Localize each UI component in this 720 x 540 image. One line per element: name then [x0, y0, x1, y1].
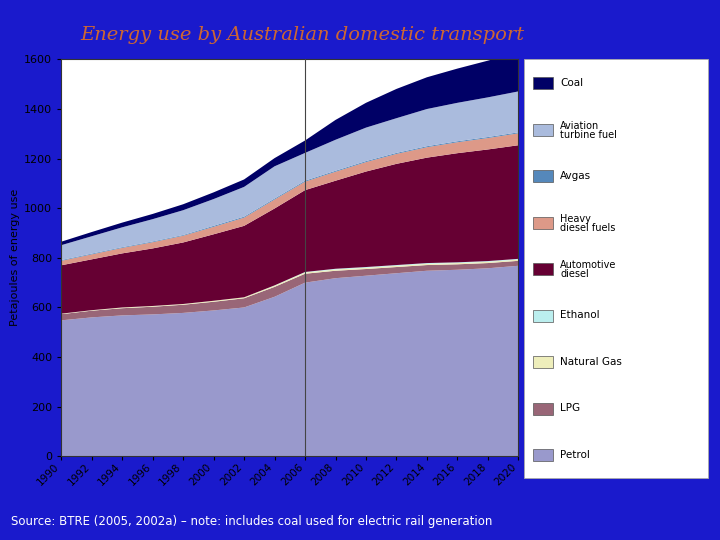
Text: Aviation: Aviation	[560, 121, 600, 131]
Text: Natural Gas: Natural Gas	[560, 356, 622, 367]
Text: Ethanol: Ethanol	[560, 310, 600, 320]
Text: Automotive: Automotive	[560, 260, 616, 271]
Text: Coal: Coal	[560, 78, 583, 87]
Text: turbine fuel: turbine fuel	[560, 130, 617, 139]
Text: Petrol: Petrol	[560, 450, 590, 460]
Text: Energy use by Australian domestic transport: Energy use by Australian domestic transp…	[81, 26, 524, 44]
Text: Heavy: Heavy	[560, 214, 591, 224]
Text: diesel: diesel	[560, 269, 589, 279]
Y-axis label: Petajoules of energy use: Petajoules of energy use	[10, 189, 20, 327]
Text: diesel fuels: diesel fuels	[560, 222, 616, 233]
Text: LPG: LPG	[560, 403, 580, 413]
Text: Source: BTRE (2005, 2002a) – note: includes coal used for electric rail generati: Source: BTRE (2005, 2002a) – note: inclu…	[11, 515, 492, 528]
Text: Avgas: Avgas	[560, 171, 591, 181]
